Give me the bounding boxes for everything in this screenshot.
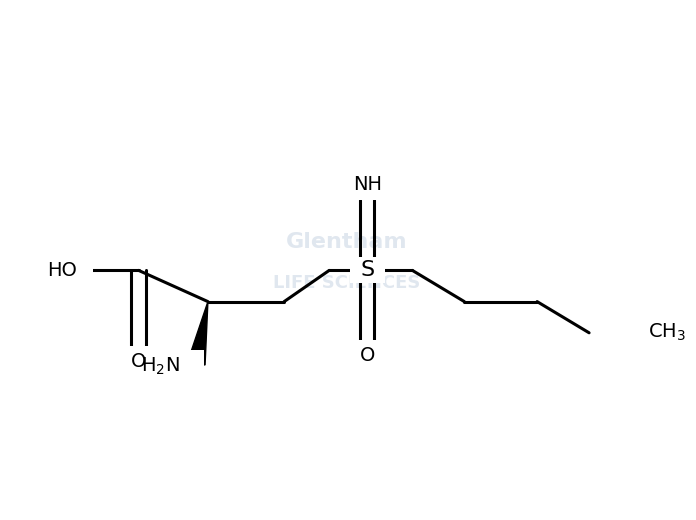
Text: NH: NH xyxy=(353,175,382,194)
FancyBboxPatch shape xyxy=(123,346,154,377)
FancyBboxPatch shape xyxy=(352,340,383,371)
Text: HO: HO xyxy=(47,261,77,280)
Text: H$_2$N: H$_2$N xyxy=(141,356,180,377)
Text: O: O xyxy=(360,346,375,365)
Text: S: S xyxy=(361,261,374,280)
Text: Glentham: Glentham xyxy=(286,232,407,252)
Polygon shape xyxy=(187,302,208,365)
FancyBboxPatch shape xyxy=(128,350,205,383)
Text: O: O xyxy=(131,352,146,371)
Text: LIFE SCIENCES: LIFE SCIENCES xyxy=(273,275,420,292)
FancyBboxPatch shape xyxy=(628,317,695,348)
FancyBboxPatch shape xyxy=(32,255,93,286)
FancyBboxPatch shape xyxy=(337,169,398,200)
Text: CH$_3$: CH$_3$ xyxy=(648,322,686,343)
FancyBboxPatch shape xyxy=(350,257,385,283)
